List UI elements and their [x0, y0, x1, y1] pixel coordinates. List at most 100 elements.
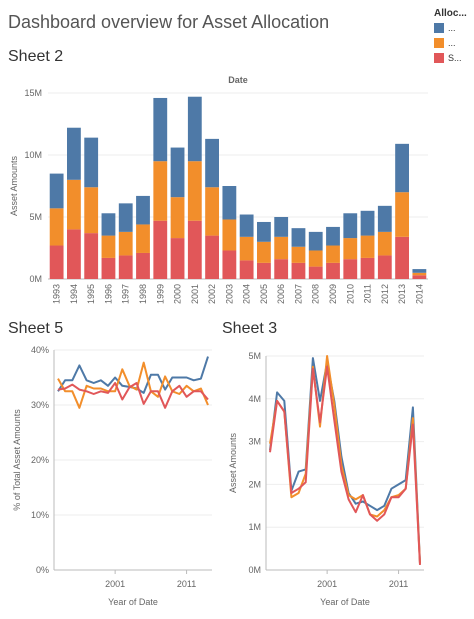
bar-segment	[412, 272, 427, 276]
sheet3-title: Sheet 3	[222, 320, 278, 337]
legend-item-blue[interactable]: ...	[434, 22, 474, 34]
bar-segment	[412, 275, 427, 279]
bar-segment	[257, 221, 271, 242]
bar-segment	[239, 214, 254, 237]
bar-segment	[170, 238, 185, 279]
bar-segment	[395, 192, 409, 237]
bar-segment	[308, 266, 323, 279]
bar-segment	[84, 187, 99, 234]
bar-segment	[205, 138, 219, 188]
bar-segment	[84, 137, 99, 188]
bar-segment	[67, 229, 81, 279]
bar-segment	[291, 262, 306, 279]
bar-segment	[49, 208, 64, 246]
x-tick-label: 2009	[328, 284, 338, 304]
bar-segment	[395, 143, 409, 193]
bar-segment	[326, 245, 340, 263]
bar-segment	[49, 173, 64, 209]
bar-segment	[136, 195, 150, 225]
bar-segment	[153, 220, 168, 279]
x-tick-label: 2011	[177, 579, 196, 589]
bar-segment	[67, 127, 81, 180]
bar-segment	[274, 236, 289, 260]
y-tick-label: 3M	[248, 437, 261, 447]
y-tick-label: 10M	[24, 150, 42, 160]
bar-segment	[326, 226, 340, 246]
x-tick-label: 2012	[380, 284, 390, 304]
y-tick-label: 0%	[36, 565, 49, 575]
bar-segment	[343, 238, 358, 260]
y-tick-label: 1M	[248, 522, 261, 532]
y-tick-label: 4M	[248, 394, 261, 404]
legend-label: ...	[448, 38, 456, 48]
y-tick-label: 0M	[248, 565, 261, 575]
bar-segment	[187, 161, 202, 221]
bar-segment	[118, 231, 133, 256]
sheet5-title: Sheet 5	[8, 320, 64, 337]
bar-segment	[84, 233, 99, 279]
x-tick-label: 2007	[293, 284, 303, 304]
bar-segment	[222, 219, 237, 251]
x-tick-label: 2001	[190, 284, 200, 304]
x-tick-label: 2010	[345, 284, 355, 304]
x-tick-label: 2013	[397, 284, 407, 304]
x-tick-label: 2005	[259, 284, 269, 304]
bar-segment	[205, 187, 219, 236]
bar-segment	[308, 250, 323, 267]
bar-segment	[101, 257, 116, 279]
x-tick-label: 1997	[121, 284, 131, 304]
x-tick-label: 2003	[224, 284, 234, 304]
bar-segment	[343, 213, 358, 239]
y-axis-label: Asset Amounts	[228, 432, 238, 493]
legend[interactable]: Alloc... ... ... S...	[434, 8, 474, 64]
x-tick-label: 2011	[363, 284, 373, 303]
bar-segment	[257, 262, 271, 279]
bar-segment	[274, 217, 289, 237]
series-line	[269, 365, 421, 565]
x-tick-label: 2004	[242, 284, 252, 304]
bar-segment	[67, 179, 81, 230]
series-line	[269, 355, 421, 564]
y-tick-label: 5M	[248, 351, 261, 361]
bar-segment	[101, 235, 116, 258]
bar-segment	[101, 213, 116, 236]
bar-segment	[360, 257, 375, 279]
x-axis-label: Year of Date	[320, 597, 370, 607]
x-tick-label: 2011	[389, 579, 408, 589]
x-tick-label: 1998	[138, 284, 148, 304]
bar-segment	[205, 235, 219, 279]
y-tick-label: 30%	[31, 400, 49, 410]
bar-segment	[153, 97, 168, 162]
bar-segment	[326, 262, 340, 279]
bar-segment	[360, 210, 375, 236]
legend-item-orange[interactable]: ...	[434, 37, 474, 49]
bar-segment	[153, 161, 168, 221]
legend-title: Alloc...	[434, 8, 467, 19]
y-tick-label: 20%	[31, 455, 49, 465]
legend-item-red[interactable]: S...	[434, 52, 474, 64]
bar-segment	[222, 250, 237, 279]
bar-segment	[239, 236, 254, 261]
x-tick-label: 1999	[155, 284, 165, 304]
bar-segment	[377, 255, 392, 279]
x-tick-label: 2006	[276, 284, 286, 304]
bar-segment	[187, 220, 202, 279]
bar-segment	[308, 231, 323, 251]
bar-segment	[222, 186, 237, 220]
bar-segment	[239, 260, 254, 279]
series-line	[269, 357, 421, 564]
bar-segment	[187, 96, 202, 162]
series-line	[57, 382, 209, 409]
legend-swatch-orange	[434, 38, 444, 48]
x-tick-label: 2008	[311, 284, 321, 304]
bar-segment	[118, 255, 133, 279]
x-tick-label: 1995	[86, 284, 96, 304]
y-tick-label: 10%	[31, 510, 49, 520]
dashboard-title: Dashboard overview for Asset Allocation	[8, 12, 330, 32]
bar-segment	[136, 224, 150, 253]
bar-segment	[377, 231, 392, 256]
legend-label: ...	[448, 23, 456, 33]
